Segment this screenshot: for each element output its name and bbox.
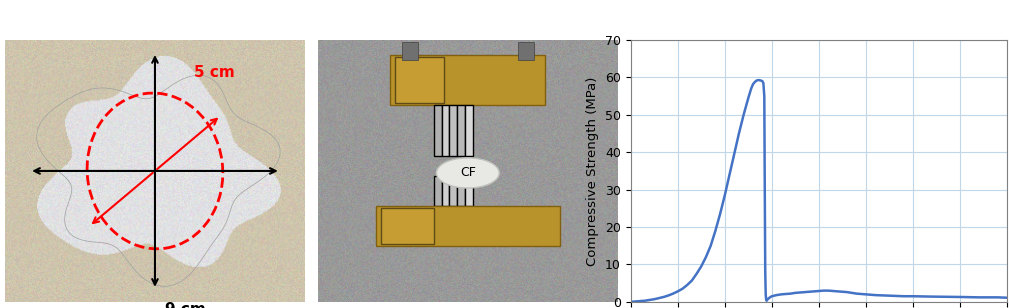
FancyBboxPatch shape	[434, 105, 442, 156]
FancyBboxPatch shape	[402, 42, 418, 60]
Y-axis label: Compressive Strength (MPa): Compressive Strength (MPa)	[586, 76, 599, 265]
FancyBboxPatch shape	[457, 176, 465, 206]
FancyBboxPatch shape	[449, 105, 457, 156]
FancyBboxPatch shape	[457, 105, 465, 156]
FancyBboxPatch shape	[390, 55, 545, 105]
Text: CF: CF	[460, 166, 476, 180]
FancyBboxPatch shape	[518, 42, 534, 60]
FancyBboxPatch shape	[380, 208, 434, 245]
FancyBboxPatch shape	[442, 105, 449, 156]
FancyBboxPatch shape	[465, 105, 472, 156]
FancyBboxPatch shape	[442, 176, 449, 206]
FancyBboxPatch shape	[449, 176, 457, 206]
Ellipse shape	[436, 158, 499, 188]
FancyBboxPatch shape	[396, 57, 444, 103]
Text: 9 cm: 9 cm	[164, 302, 206, 308]
Text: 5 cm: 5 cm	[194, 65, 234, 80]
FancyBboxPatch shape	[434, 176, 442, 206]
FancyBboxPatch shape	[465, 176, 472, 206]
FancyBboxPatch shape	[376, 206, 560, 246]
